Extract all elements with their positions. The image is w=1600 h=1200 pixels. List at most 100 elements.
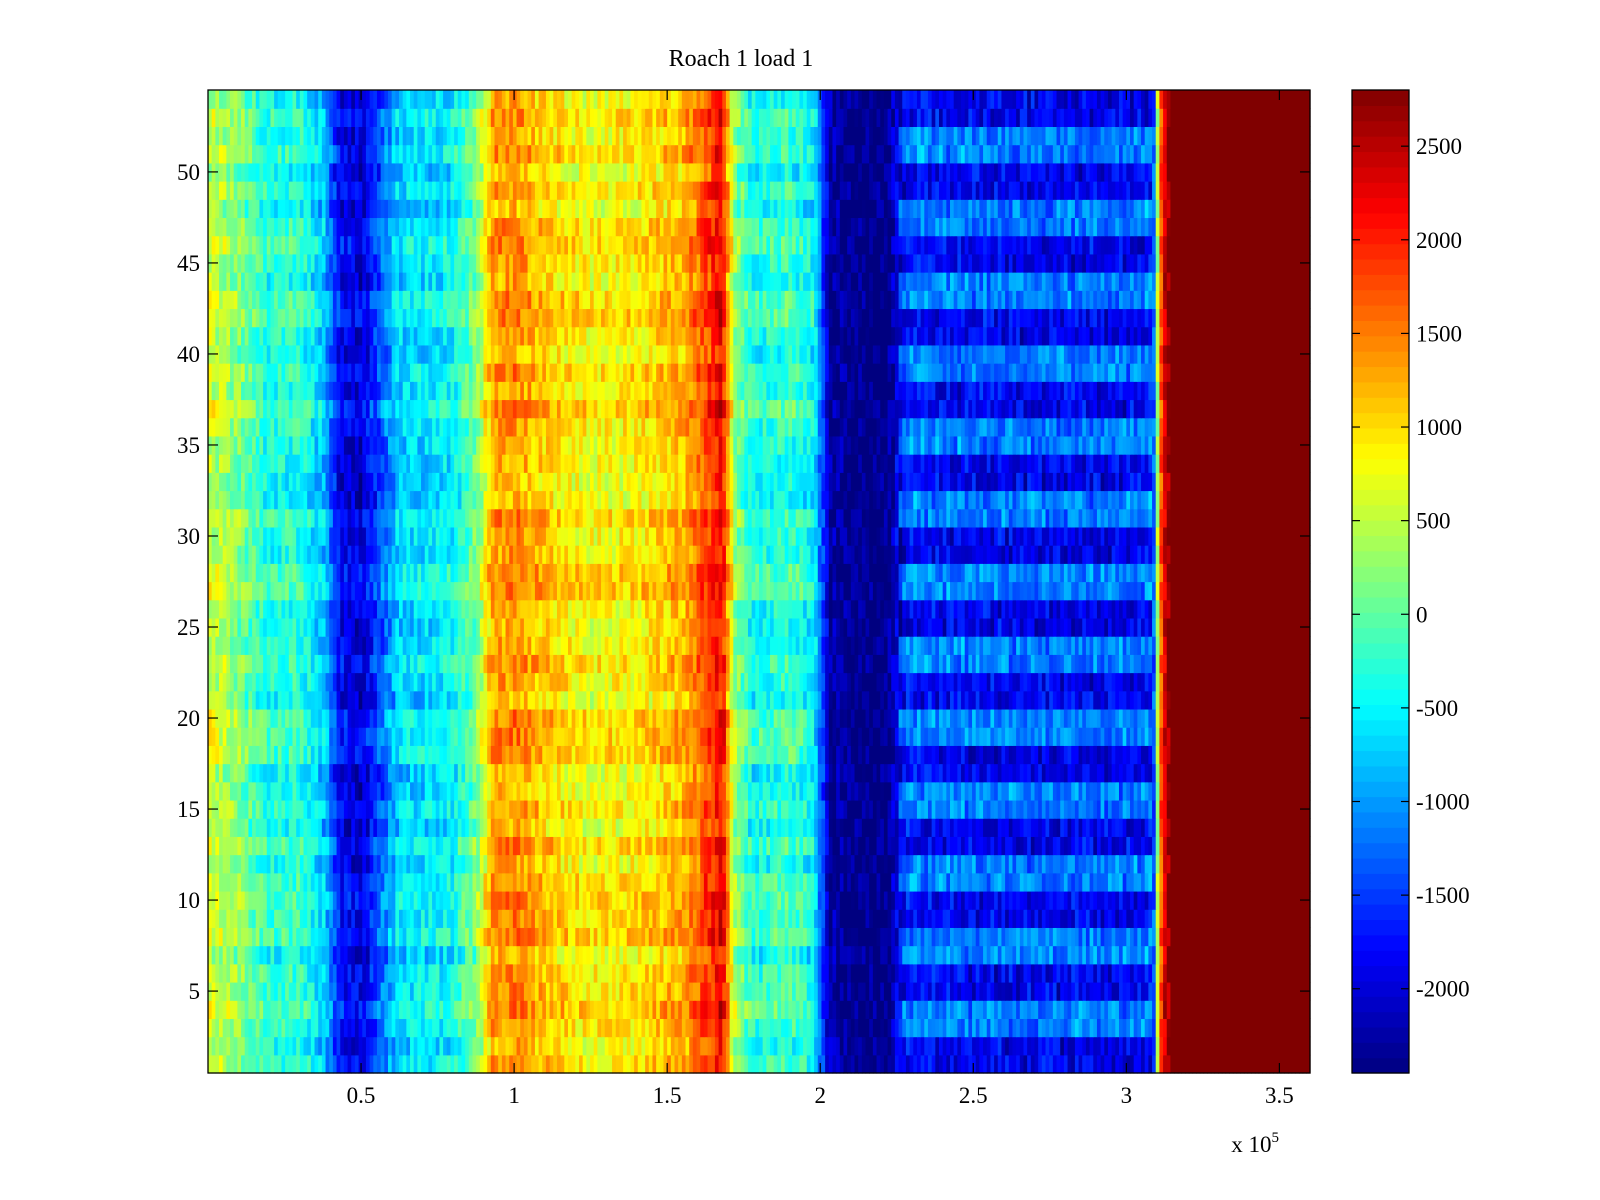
heatmap-cell xyxy=(310,763,316,783)
heatmap-cell xyxy=(961,890,966,910)
heatmap-cell xyxy=(395,1036,400,1056)
heatmap-cell xyxy=(1130,799,1135,819)
heatmap-cell xyxy=(714,781,720,801)
heatmap-cell xyxy=(703,1018,709,1038)
heatmap-cell xyxy=(1192,909,1197,928)
heatmap-cell xyxy=(1302,927,1307,947)
heatmap-cell xyxy=(843,963,848,983)
heatmap-cell xyxy=(523,836,529,856)
heatmap-cell xyxy=(1284,836,1289,856)
heatmap-cell xyxy=(329,1054,334,1074)
heatmap-cell xyxy=(296,818,301,837)
heatmap-cell xyxy=(384,890,389,910)
heatmap-cell xyxy=(472,781,477,801)
heatmap-cell xyxy=(718,890,723,910)
heatmap-cell xyxy=(292,909,297,928)
heatmap-cell xyxy=(994,1054,999,1074)
heatmap-cell xyxy=(975,1036,980,1056)
heatmap-cell xyxy=(924,963,929,983)
heatmap-cell xyxy=(461,963,466,983)
heatmap-cell xyxy=(1093,1018,1098,1038)
heatmap-cell xyxy=(637,799,643,819)
heatmap-cell xyxy=(946,1036,951,1056)
heatmap-cell xyxy=(516,927,521,947)
heatmap-cell xyxy=(1071,1018,1076,1038)
heatmap-cell xyxy=(244,854,249,874)
heatmap-cell xyxy=(601,945,606,965)
heatmap-cell xyxy=(1284,963,1289,983)
heatmap-cell xyxy=(586,781,591,801)
heatmap-cell xyxy=(667,818,672,837)
heatmap-cell xyxy=(828,890,834,910)
heatmap-cell xyxy=(880,854,885,874)
heatmap-cell xyxy=(887,836,892,856)
heatmap-cell xyxy=(413,1054,418,1074)
heatmap-cell xyxy=(656,963,661,983)
heatmap-cell xyxy=(259,1018,264,1038)
heatmap-cell xyxy=(759,890,764,910)
heatmap-cell xyxy=(417,1018,422,1038)
heatmap-cell xyxy=(325,1000,330,1019)
heatmap-cell xyxy=(924,872,929,892)
heatmap-cell xyxy=(369,818,374,837)
heatmap-cell xyxy=(465,781,470,801)
heatmap-cell xyxy=(898,945,903,965)
heatmap-cell xyxy=(343,1036,349,1056)
heatmap-cell xyxy=(509,981,514,1001)
heatmap-cell xyxy=(516,763,521,783)
heatmap-cell xyxy=(670,1036,676,1056)
heatmap-cell xyxy=(387,981,393,1001)
heatmap-cell xyxy=(457,1018,463,1038)
heatmap-cell xyxy=(509,945,514,965)
heatmap-cell xyxy=(208,872,213,892)
heatmap-cell xyxy=(1218,818,1223,837)
heatmap-cell xyxy=(439,1036,444,1056)
heatmap-cell xyxy=(1133,818,1138,837)
heatmap-cell xyxy=(553,854,558,874)
heatmap-cell xyxy=(1144,945,1149,965)
heatmap-cell xyxy=(615,981,621,1001)
heatmap-cell xyxy=(1118,1054,1124,1074)
heatmap-cell xyxy=(421,763,426,783)
heatmap-cell xyxy=(1133,1000,1138,1019)
heatmap-cell xyxy=(777,1018,782,1038)
heatmap-cell xyxy=(938,1018,944,1038)
heatmap-cell xyxy=(329,872,334,892)
heatmap-cell xyxy=(1166,963,1172,983)
heatmap-cell xyxy=(582,890,587,910)
heatmap-cell xyxy=(975,909,980,928)
heatmap-cell xyxy=(1008,963,1014,983)
heatmap-cell xyxy=(1118,781,1124,801)
heatmap-cell xyxy=(277,1036,283,1056)
heatmap-cell xyxy=(747,927,753,947)
heatmap-cell xyxy=(1298,836,1304,856)
heatmap-cell xyxy=(861,981,867,1001)
heatmap-cell xyxy=(986,890,992,910)
heatmap-cell xyxy=(310,909,316,928)
heatmap-cell xyxy=(1273,1054,1278,1074)
heatmap-cell xyxy=(916,836,922,856)
heatmap-cell xyxy=(479,872,485,892)
heatmap-cell xyxy=(854,781,859,801)
heatmap-cell xyxy=(707,909,712,928)
heatmap-cell xyxy=(961,781,966,801)
heatmap-cell xyxy=(230,872,235,892)
heatmap-cell xyxy=(927,836,933,856)
heatmap-cell xyxy=(299,763,305,783)
heatmap-cell xyxy=(729,945,734,965)
heatmap-cell xyxy=(1045,854,1050,874)
heatmap-cell xyxy=(795,909,800,928)
heatmap-cell xyxy=(1163,890,1168,910)
heatmap-cell xyxy=(1001,836,1006,856)
heatmap-cell xyxy=(1008,945,1014,965)
heatmap-cell xyxy=(1016,1054,1021,1074)
heatmap-cell xyxy=(1155,1000,1160,1019)
heatmap-cell xyxy=(755,799,760,819)
heatmap-cell xyxy=(1163,1000,1168,1019)
heatmap-cell xyxy=(454,763,459,783)
heatmap-cell xyxy=(1144,963,1149,983)
heatmap-cell xyxy=(362,1036,367,1056)
heatmap-cell xyxy=(531,890,536,910)
heatmap-cell xyxy=(266,854,272,874)
heatmap-cell xyxy=(1218,927,1223,947)
